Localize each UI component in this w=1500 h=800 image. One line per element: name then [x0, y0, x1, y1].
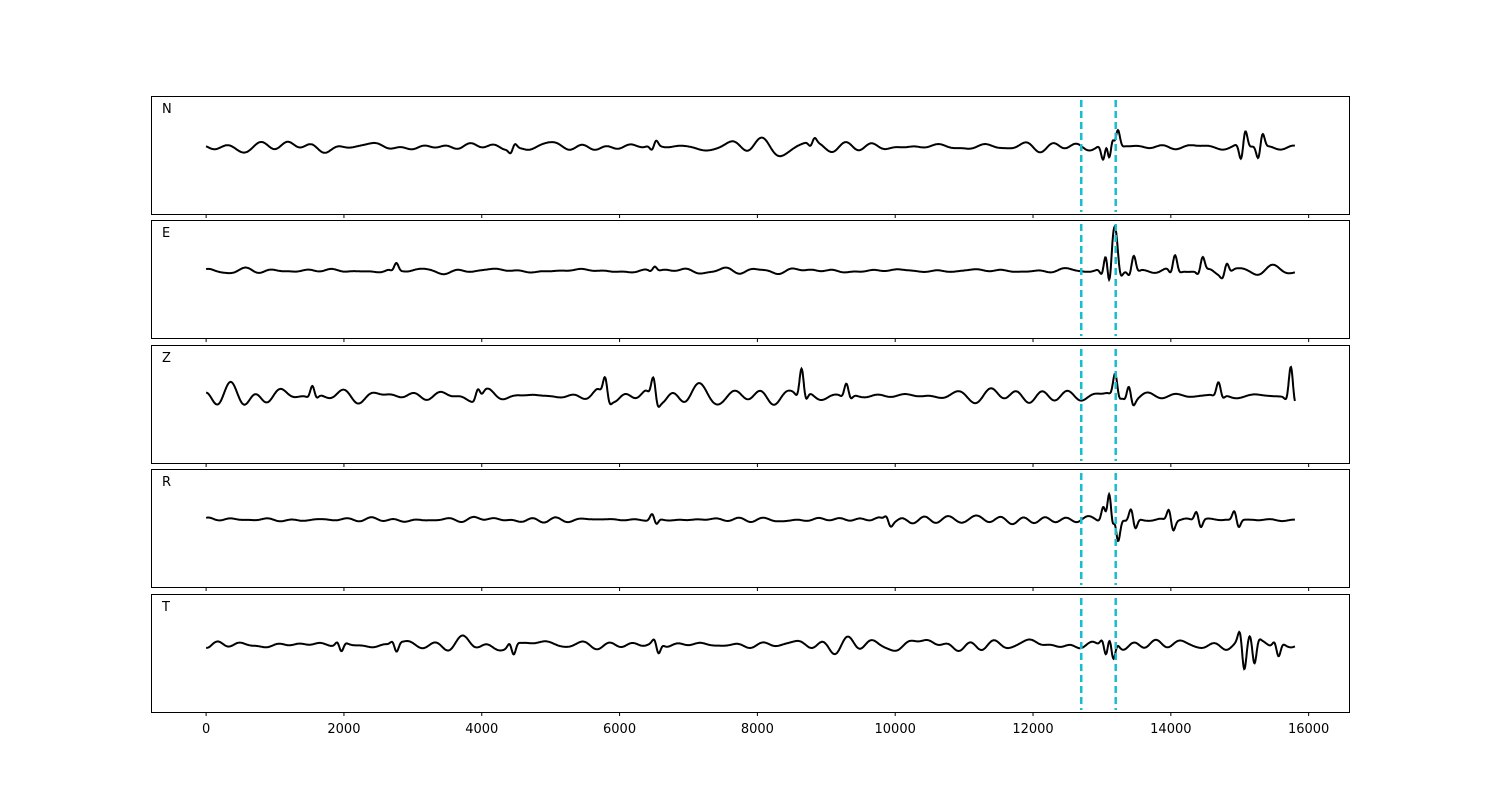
panel-e: E: [151, 220, 1350, 342]
panel-label-r: R: [162, 475, 171, 490]
x-tick-label: 0: [202, 722, 210, 737]
x-tick-label: 2000: [327, 722, 360, 737]
x-tick-label: 14000: [1150, 722, 1191, 737]
trace-n: [205, 128, 1296, 162]
panel-n: N: [151, 96, 1350, 218]
x-tick-label: 10000: [875, 722, 916, 737]
panel-label-z: Z: [162, 351, 171, 366]
x-tick-label: 8000: [741, 722, 774, 737]
panel-frame-e: [151, 220, 1350, 339]
panel-z: Z: [151, 345, 1350, 467]
panel-label-n: N: [162, 102, 172, 117]
trace-z: [205, 365, 1296, 408]
trace-t: [206, 630, 1296, 671]
x-tick-label: 6000: [603, 722, 636, 737]
trace-e: [205, 224, 1296, 283]
panel-label-t: T: [161, 600, 170, 615]
trace-r: [205, 491, 1295, 543]
x-axis: 0 2000 4000 6000 8000 10000 12000 14000 16000: [202, 722, 1329, 737]
panels-group: N E Z R T: [151, 96, 1350, 716]
x-tick-label: 12000: [1012, 722, 1053, 737]
panel-frame-n: [151, 96, 1350, 215]
panel-frame-z: [151, 345, 1350, 464]
panel-r: R: [151, 469, 1350, 591]
panel-frame-t: [151, 594, 1350, 713]
x-tick-label: 16000: [1288, 722, 1329, 737]
panel-frame-r: [151, 469, 1350, 588]
panel-label-e: E: [162, 226, 170, 241]
x-tick-label: 4000: [465, 722, 498, 737]
panel-t: T: [151, 594, 1350, 716]
